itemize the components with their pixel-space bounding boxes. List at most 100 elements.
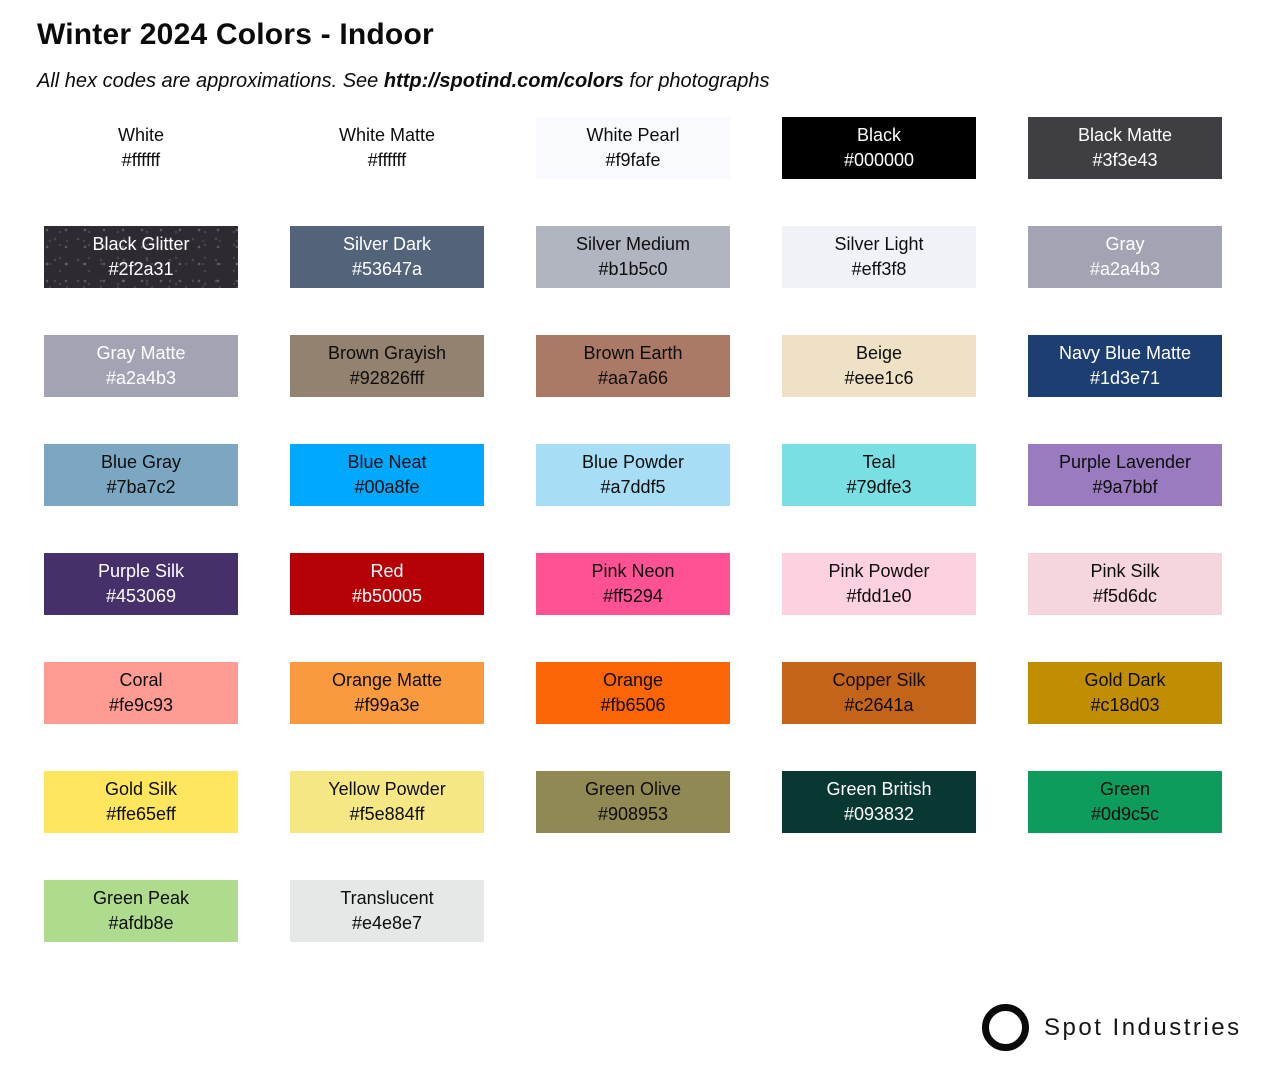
color-hex: #ff5294 [603, 586, 663, 606]
color-name: Blue Powder [581, 452, 685, 472]
color-name: Blue Gray [100, 452, 182, 472]
color-hex: #2f2a31 [108, 259, 174, 279]
color-name: Pink Silk [1090, 561, 1160, 581]
color-hex: #fb6506 [600, 695, 666, 715]
spot-logo-circle-icon [982, 1004, 1029, 1051]
color-name: Beige [855, 343, 903, 363]
color-hex: #a2a4b3 [1089, 259, 1161, 279]
color-name: Black [856, 125, 901, 145]
color-hex: #908953 [597, 804, 669, 824]
color-hex: #ffffff [121, 150, 161, 170]
color-hex: #9a7bbf [1092, 477, 1158, 497]
swatch-blue-gray: Blue Gray #7ba7c2 [44, 444, 238, 506]
brand-name: Spot Industries [1044, 1013, 1242, 1041]
color-hex: #eee1c6 [844, 368, 914, 388]
color-hex: #f5e884ff [349, 804, 425, 824]
color-name: Green [1099, 779, 1151, 799]
swatch-purple-lavender: Purple Lavender #9a7bbf [1028, 444, 1222, 506]
color-hex: #92826fff [349, 368, 425, 388]
color-hex: #f5d6dc [1092, 586, 1158, 606]
subtitle-suffix: for photographs [623, 70, 770, 92]
color-hex: #79dfe3 [846, 477, 912, 497]
color-name: Translucent [340, 888, 434, 908]
swatch-red: Red #b50005 [290, 553, 484, 615]
color-hex: #e4e8e7 [351, 913, 423, 933]
color-name: White Pearl [586, 125, 680, 145]
color-name: Silver Dark [342, 234, 431, 254]
color-name: Brown Grayish [327, 343, 447, 363]
swatch-pink-powder: Pink Powder #fdd1e0 [782, 553, 976, 615]
color-name: White [117, 125, 164, 145]
color-name: Green Peak [92, 888, 190, 908]
swatch-gold-silk: Gold Silk #ffe65eff [44, 771, 238, 833]
swatch-silver-light: Silver Light #eff3f8 [782, 226, 976, 288]
color-name: Gray [1105, 234, 1145, 254]
color-hex: #ffffff [367, 150, 407, 170]
color-name: Green British [826, 779, 932, 799]
color-hex: #7ba7c2 [106, 477, 176, 497]
color-name: Silver Medium [575, 234, 691, 254]
color-swatch-grid: White #ffffff White Matte #ffffff White Pear… [44, 117, 1222, 942]
color-name: Yellow Powder [328, 779, 446, 799]
color-hex: #fdd1e0 [846, 586, 912, 606]
color-name: Gold Silk [104, 779, 178, 799]
swatch-gold-dark: Gold Dark #c18d03 [1028, 662, 1222, 724]
color-hex: #a2a4b3 [105, 368, 177, 388]
color-hex: #a7ddf5 [600, 477, 666, 497]
swatch-copper-silk: Copper Silk #c2641a [782, 662, 976, 724]
brand-footer: Spot Industries [982, 1004, 1242, 1051]
color-hex: #b1b5c0 [598, 259, 668, 279]
color-hex: #f9fafe [605, 150, 661, 170]
swatch-green: Green #0d9c5c [1028, 771, 1222, 833]
color-hex: #000000 [843, 150, 915, 170]
swatch-coral: Coral #fe9c93 [44, 662, 238, 724]
subtitle-prefix: All hex codes are approximations. See [37, 70, 384, 92]
color-name: Green Olive [584, 779, 682, 799]
swatch-white: White #ffffff [44, 117, 238, 179]
color-hex: #afdb8e [108, 913, 174, 933]
color-hex: #0d9c5c [1090, 804, 1160, 824]
swatch-yellow-powder: Yellow Powder #f5e884ff [290, 771, 484, 833]
swatch-pink-silk: Pink Silk #f5d6dc [1028, 553, 1222, 615]
swatch-silver-medium: Silver Medium #b1b5c0 [536, 226, 730, 288]
color-hex: #b50005 [351, 586, 423, 606]
color-hex: #1d3e71 [1089, 368, 1161, 388]
color-name: Blue Neat [347, 452, 427, 472]
color-name: Orange Matte [331, 670, 443, 690]
swatch-teal: Teal #79dfe3 [782, 444, 976, 506]
color-name: Red [370, 561, 404, 581]
color-hex: #093832 [843, 804, 915, 824]
color-name: White Matte [338, 125, 436, 145]
color-hex: #ffe65eff [106, 804, 176, 824]
swatch-black: Black #000000 [782, 117, 976, 179]
swatch-navy-blue-matte: Navy Blue Matte #1d3e71 [1028, 335, 1222, 397]
color-hex: #f99a3e [354, 695, 420, 715]
swatch-orange-matte: Orange Matte #f99a3e [290, 662, 484, 724]
color-hex: #fe9c93 [108, 695, 174, 715]
color-name: Silver Light [834, 234, 924, 254]
swatch-white-matte: White Matte #ffffff [290, 117, 484, 179]
swatch-green-olive: Green Olive #908953 [536, 771, 730, 833]
color-hex: #eff3f8 [851, 259, 907, 279]
color-name: Coral [119, 670, 163, 690]
color-name: Gold Dark [1084, 670, 1166, 690]
color-name: Navy Blue Matte [1058, 343, 1192, 363]
swatch-green-british: Green British #093832 [782, 771, 976, 833]
color-name: Purple Lavender [1058, 452, 1192, 472]
swatch-gray: Gray #a2a4b3 [1028, 226, 1222, 288]
swatch-beige: Beige #eee1c6 [782, 335, 976, 397]
color-hex: #53647a [351, 259, 423, 279]
color-hex: #aa7a66 [597, 368, 669, 388]
page-title: Winter 2024 Colors - Indoor [37, 18, 434, 51]
swatch-blue-powder: Blue Powder #a7ddf5 [536, 444, 730, 506]
swatch-green-peak: Green Peak #afdb8e [44, 880, 238, 942]
color-name: Pink Neon [591, 561, 675, 581]
color-name: Black Glitter [92, 234, 190, 254]
color-name: Pink Powder [828, 561, 930, 581]
swatch-orange: Orange #fb6506 [536, 662, 730, 724]
swatch-black-glitter: Black Glitter #2f2a31 [44, 226, 238, 288]
swatch-gray-matte: Gray Matte #a2a4b3 [44, 335, 238, 397]
swatch-black-matte: Black Matte #3f3e43 [1028, 117, 1222, 179]
color-name: Teal [862, 452, 896, 472]
swatch-silver-dark: Silver Dark #53647a [290, 226, 484, 288]
